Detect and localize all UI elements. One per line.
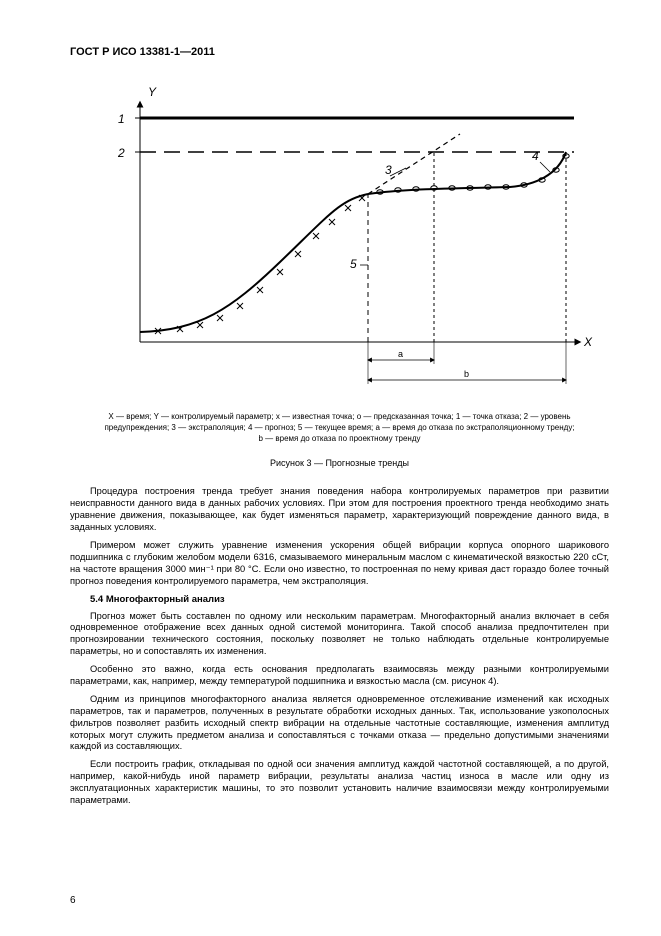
body-text-block-1: Процедура построения тренда требует знан… [70,486,609,587]
figure-legend-line: b — время до отказа по проектному тренду [70,434,609,445]
figure-3-svg: Y X 1 2 3 4 5 a b [80,72,600,402]
svg-text:b: b [464,369,469,379]
svg-text:Y: Y [148,85,157,99]
body-paragraph: Одним из принципов многофакторного анали… [70,694,609,753]
body-paragraph: Прогноз может быть составлен по одному и… [70,611,609,659]
svg-text:2: 2 [117,146,125,160]
svg-text:a: a [398,349,403,359]
figure-legend-line: X — время; Y — контролируемый параметр; … [70,412,609,423]
figure-3-legend: X — время; Y — контролируемый параметр; … [70,412,609,444]
svg-text:3: 3 [385,163,392,177]
svg-text:4: 4 [532,149,539,163]
page: ГОСТ Р ИСО 13381-1—2011 Y X 1 2 3 4 5 a b X — вр… [0,0,661,936]
figure-legend-line: предупреждения; 3 — экстраполяция; 4 — п… [70,423,609,434]
svg-text:1: 1 [118,112,125,126]
svg-text:X: X [583,335,593,349]
body-paragraph: Примером может служить уравнение изменен… [70,540,609,588]
page-number: 6 [70,895,76,906]
body-text-block-2: Прогноз может быть составлен по одному и… [70,611,609,807]
figure-3: Y X 1 2 3 4 5 a b [80,72,600,402]
document-header: ГОСТ Р ИСО 13381-1—2011 [70,46,609,58]
svg-text:5: 5 [350,257,357,271]
body-paragraph: Особенно это важно, когда есть основания… [70,664,609,688]
body-paragraph: Если построить график, откладывая по одн… [70,759,609,807]
figure-3-caption: Рисунок 3 — Прогнозные тренды [70,458,609,468]
section-heading-5-4: 5.4 Многофакторный анализ [70,594,609,605]
body-paragraph: Процедура построения тренда требует знан… [70,486,609,534]
